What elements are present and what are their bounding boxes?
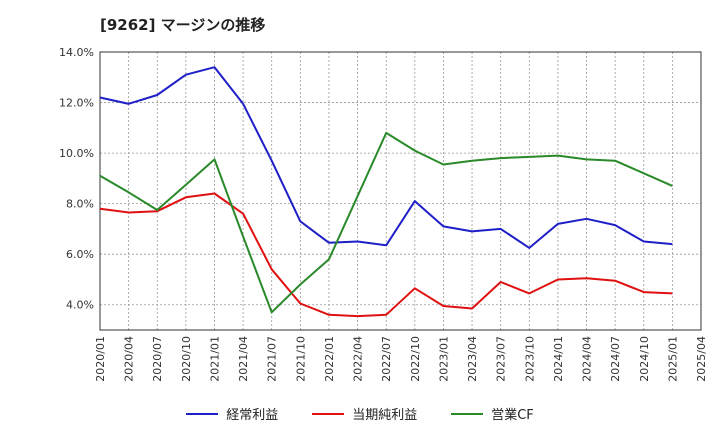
x-tick-label: 2022/07 (380, 336, 393, 382)
plot-frame (99, 51, 702, 331)
y-tick-label: 6.0% (66, 248, 94, 261)
x-tick-label: 2023/10 (523, 336, 536, 382)
y-tick-label: 12.0% (59, 97, 94, 110)
x-tick-label: 2021/07 (266, 336, 279, 382)
x-tick-label: 2022/01 (323, 336, 336, 382)
x-tick-label: 2022/10 (409, 336, 422, 382)
y-tick-label: 8.0% (66, 198, 94, 211)
x-tick-label: 2024/10 (638, 336, 651, 382)
x-tick-label: 2021/01 (208, 336, 221, 382)
x-tick-label: 2021/04 (237, 336, 250, 382)
legend: 経常利益 当期純利益 営業CF (0, 404, 720, 423)
legend-swatch-ordinary-profit (186, 412, 219, 415)
x-tick-label: 2024/04 (581, 336, 594, 382)
x-tick-label: 2023/07 (495, 336, 508, 382)
x-tick-label: 2021/10 (294, 336, 307, 382)
legend-label-operating-cf: 営業CF (491, 408, 534, 423)
x-tick-label: 2025/01 (666, 336, 679, 382)
legend-item-ordinary-profit: 経常利益 (186, 404, 278, 423)
legend-item-net-income: 当期純利益 (312, 404, 417, 423)
x-tick-label: 2020/07 (151, 336, 164, 382)
legend-label-net-income: 当期純利益 (352, 408, 418, 423)
series-line-2 (99, 131, 673, 314)
x-tick-label: 2025/04 (695, 336, 708, 382)
legend-swatch-net-income (312, 412, 345, 415)
x-tick-label: 2020/01 (94, 336, 107, 382)
chart-title: [9262] マージンの推移 (100, 16, 266, 34)
legend-swatch-operating-cf (451, 412, 484, 415)
x-tick-label: 2024/07 (609, 336, 622, 382)
x-tick-label: 2023/04 (466, 336, 479, 382)
series-line-0 (99, 66, 673, 249)
legend-item-operating-cf: 営業CF (451, 404, 534, 423)
y-tick-label: 4.0% (66, 299, 94, 312)
x-tick-label: 2024/01 (552, 336, 565, 382)
y-tick-label: 14.0% (59, 46, 94, 59)
y-tick-label: 10.0% (59, 147, 94, 160)
x-tick-label: 2020/10 (180, 336, 193, 382)
x-tick-label: 2023/01 (437, 336, 450, 382)
x-tick-label: 2020/04 (123, 336, 136, 382)
series-line-1 (99, 192, 673, 318)
legend-label-ordinary-profit: 経常利益 (226, 408, 279, 423)
x-tick-label: 2022/04 (352, 336, 365, 382)
